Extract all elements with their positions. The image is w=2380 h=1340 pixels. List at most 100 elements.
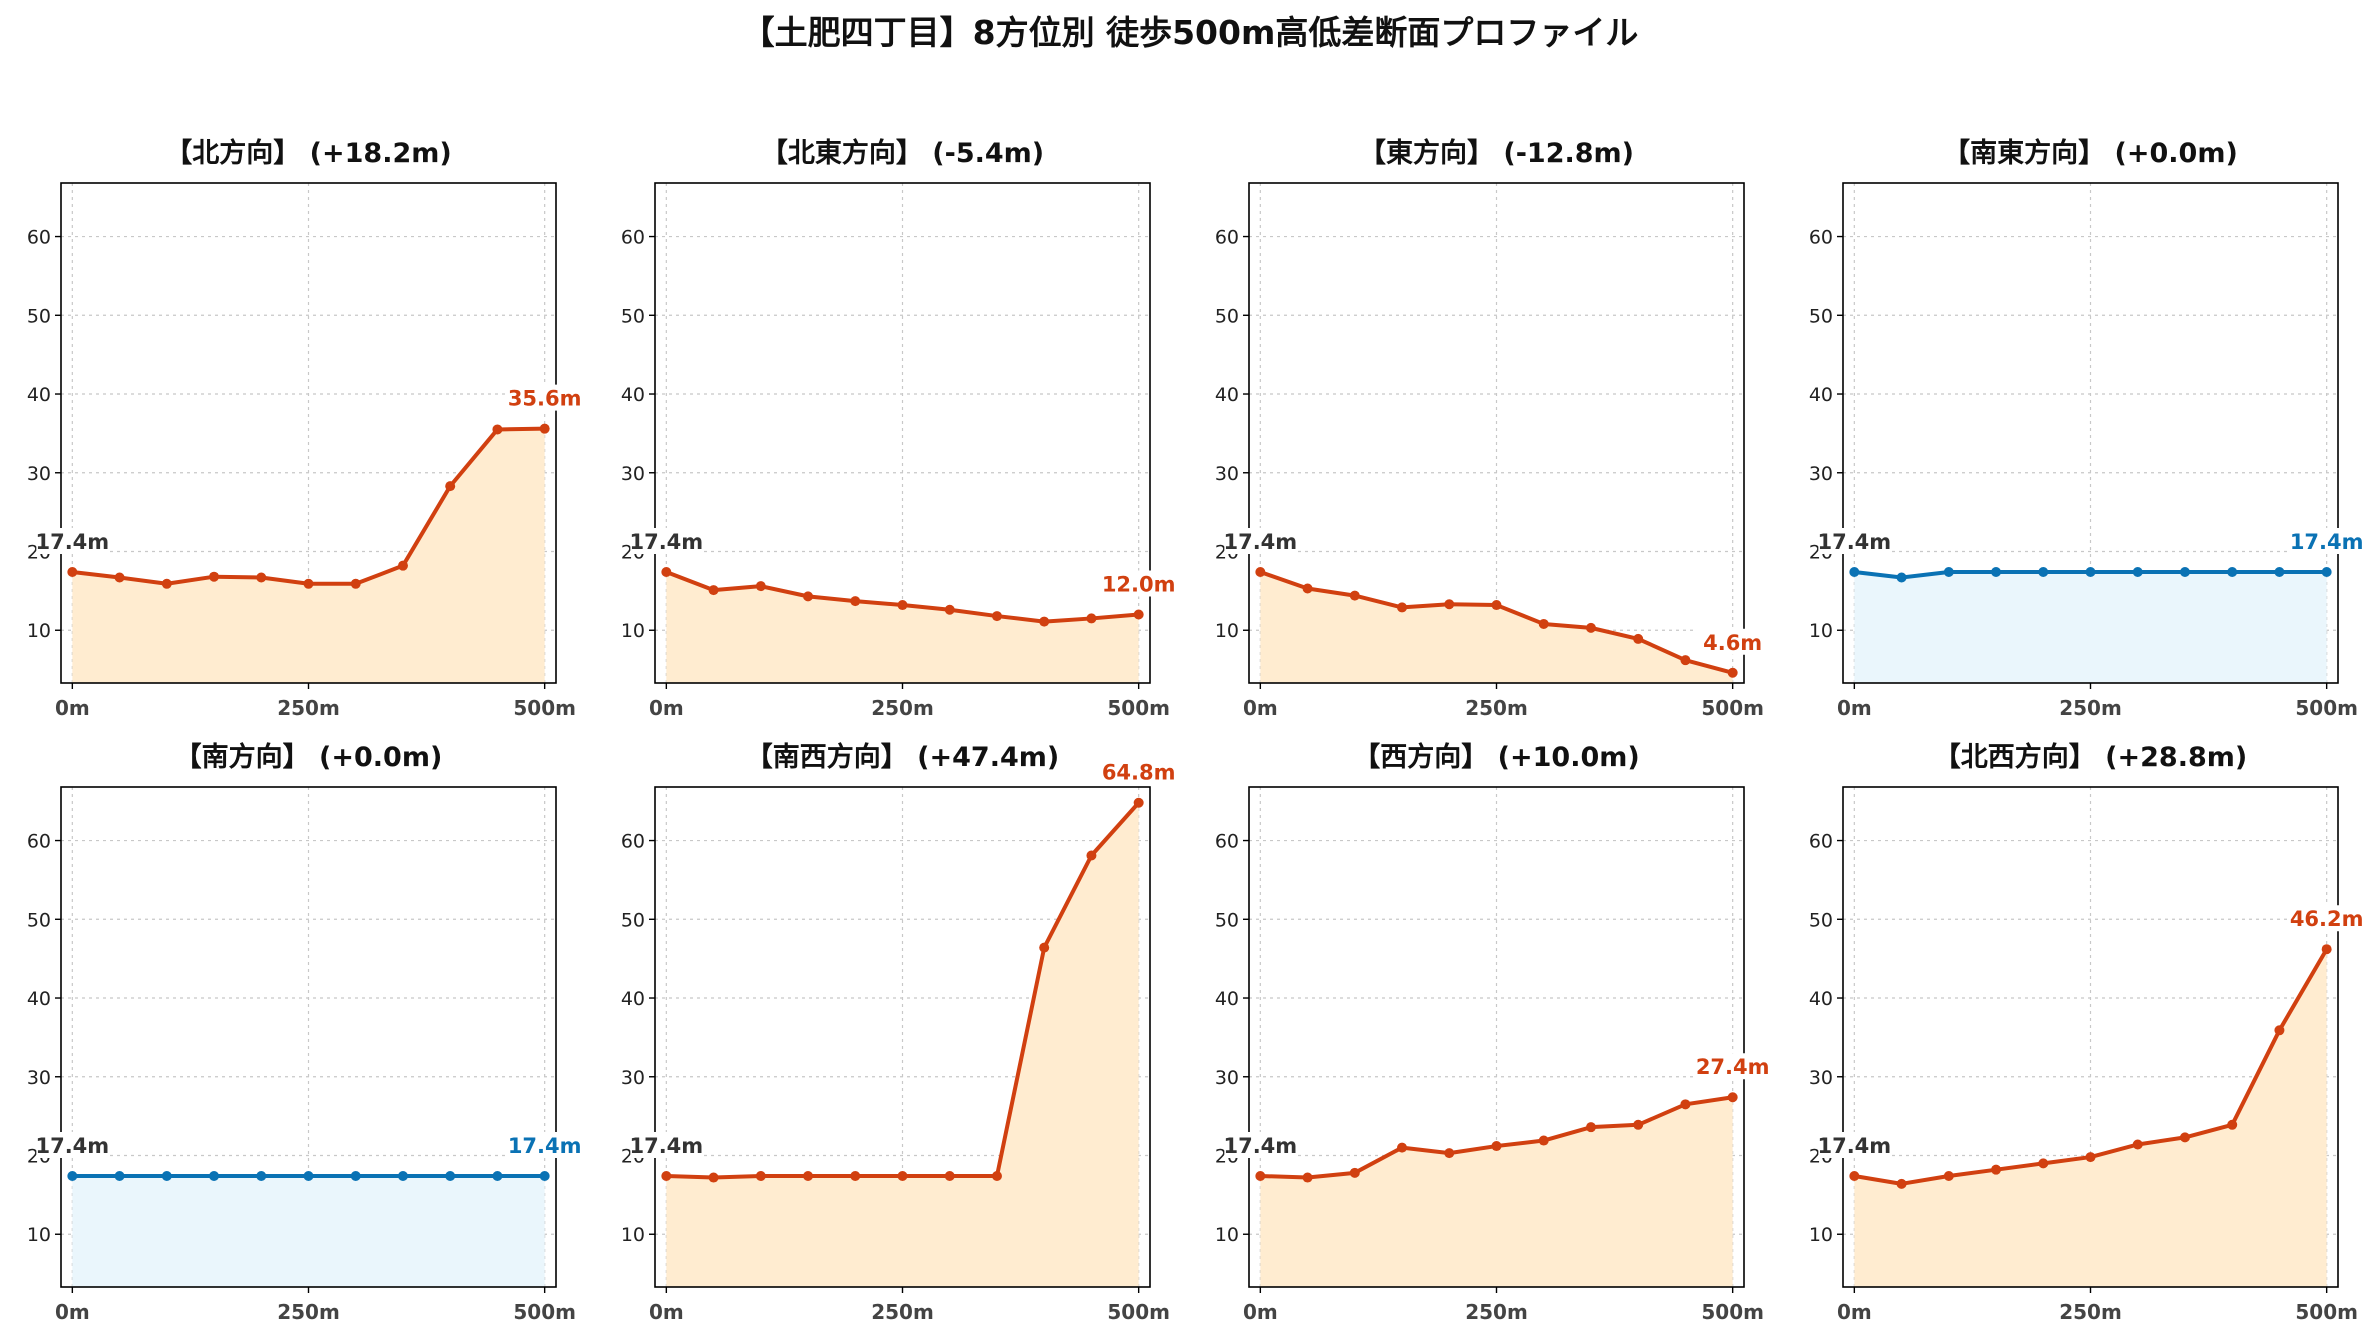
- y-tick-label: 60: [1809, 831, 1833, 853]
- y-tick-label: 10: [27, 1224, 51, 1246]
- y-tick-label: 50: [1215, 305, 1239, 327]
- data-point: [897, 1170, 908, 1181]
- y-tick-label: 30: [1215, 463, 1239, 485]
- x-tick-label: 250m: [277, 1300, 340, 1324]
- data-point: [1896, 572, 1907, 583]
- y-tick-label: 40: [1809, 988, 1833, 1010]
- y-tick-label: 40: [621, 384, 645, 406]
- panel-8: 【北西方向】 (+28.8m)1020304050600m250m500m17.…: [1809, 741, 2365, 1324]
- data-point: [397, 1170, 408, 1181]
- data-point: [445, 481, 456, 492]
- panel-2: 【北東方向】 (-5.4m)1020304050600m250m500m17.4…: [621, 137, 1177, 720]
- data-point: [1302, 583, 1313, 594]
- data-point: [944, 604, 955, 615]
- panel-title: 【西方向】 (+10.0m): [1353, 741, 1639, 773]
- data-point: [897, 600, 908, 611]
- y-tick-label: 30: [621, 463, 645, 485]
- start-label: 17.4m: [629, 1134, 703, 1158]
- end-label: 64.8m: [1102, 761, 1176, 785]
- data-point: [1255, 1170, 1266, 1181]
- start-label-bg: [1818, 1131, 1891, 1158]
- end-label-bg: [506, 384, 583, 411]
- data-point: [1585, 1122, 1596, 1133]
- data-point: [2321, 944, 2332, 955]
- data-point: [1444, 1148, 1455, 1159]
- y-tick-label: 50: [1215, 909, 1239, 931]
- start-label: 17.4m: [1223, 1134, 1297, 1158]
- data-point: [2132, 566, 2143, 577]
- panel-title: 【南東方向】 (+0.0m): [1943, 137, 2238, 169]
- panel-title: 【東方向】 (-12.8m): [1359, 137, 1634, 169]
- elevation-area: [72, 428, 545, 683]
- data-point: [1727, 667, 1738, 678]
- x-tick-label: 500m: [1107, 696, 1170, 720]
- y-tick-label: 60: [1809, 227, 1833, 249]
- end-label-bg: [2288, 905, 2365, 932]
- data-point: [2038, 566, 2049, 577]
- data-point: [1086, 850, 1097, 861]
- y-tick-label: 30: [1809, 463, 1833, 485]
- end-label: 27.4m: [1696, 1055, 1770, 1079]
- data-point: [445, 1170, 456, 1181]
- x-tick-label: 0m: [1243, 696, 1278, 720]
- x-tick-label: 250m: [2059, 1300, 2122, 1324]
- y-tick-label: 40: [1215, 988, 1239, 1010]
- data-point: [1302, 1172, 1313, 1183]
- data-point: [350, 1170, 361, 1181]
- y-tick-label: 30: [621, 1067, 645, 1089]
- data-point: [1538, 1135, 1549, 1146]
- y-tick-label: 50: [1809, 909, 1833, 931]
- y-tick-label: 30: [27, 463, 51, 485]
- end-label: 46.2m: [2290, 907, 2364, 931]
- data-point: [1585, 622, 1596, 633]
- start-label: 17.4m: [629, 530, 703, 554]
- data-point: [708, 1172, 719, 1183]
- x-tick-label: 0m: [1243, 1300, 1278, 1324]
- data-point: [161, 1170, 172, 1181]
- x-tick-label: 0m: [1837, 696, 1872, 720]
- data-point: [1491, 1141, 1502, 1152]
- data-point: [850, 596, 861, 607]
- panel-title: 【南方向】 (+0.0m): [175, 741, 443, 773]
- data-point: [991, 611, 1002, 622]
- x-tick-label: 250m: [871, 1300, 934, 1324]
- data-point: [1680, 1099, 1691, 1110]
- y-tick-label: 60: [1215, 831, 1239, 853]
- start-label: 17.4m: [1223, 530, 1297, 554]
- elevation-area: [1854, 571, 2327, 683]
- data-point: [114, 572, 125, 583]
- data-point: [1538, 618, 1549, 629]
- data-point: [2085, 566, 2096, 577]
- end-label-bg: [1100, 758, 1177, 785]
- data-point: [2085, 1152, 2096, 1163]
- data-point: [991, 1170, 1002, 1181]
- data-point: [2038, 1158, 2049, 1169]
- y-tick-label: 30: [1809, 1067, 1833, 1089]
- data-point: [1680, 655, 1691, 666]
- data-point: [1039, 616, 1050, 627]
- elevation-area: [666, 802, 1139, 1287]
- elevation-area: [1854, 949, 2327, 1287]
- start-label: 17.4m: [35, 1134, 109, 1158]
- end-label: 12.0m: [1102, 572, 1176, 596]
- y-tick-label: 10: [621, 1224, 645, 1246]
- data-point: [350, 578, 361, 589]
- x-tick-label: 250m: [871, 696, 934, 720]
- data-point: [661, 566, 672, 577]
- end-label-bg: [1694, 1053, 1771, 1080]
- data-point: [661, 1170, 672, 1181]
- x-tick-label: 0m: [55, 1300, 90, 1324]
- data-point: [1086, 613, 1097, 624]
- panel-title: 【北東方向】 (-5.4m): [761, 137, 1044, 169]
- data-point: [708, 585, 719, 596]
- y-tick-label: 50: [1809, 305, 1833, 327]
- panel-3: 【東方向】 (-12.8m)1020304050600m250m500m17.4…: [1215, 137, 1771, 720]
- data-point: [1633, 633, 1644, 644]
- data-point: [2274, 1025, 2285, 1036]
- data-point: [944, 1170, 955, 1181]
- x-tick-label: 250m: [2059, 696, 2122, 720]
- y-tick-label: 60: [27, 831, 51, 853]
- y-tick-label: 60: [621, 831, 645, 853]
- data-point: [492, 1170, 503, 1181]
